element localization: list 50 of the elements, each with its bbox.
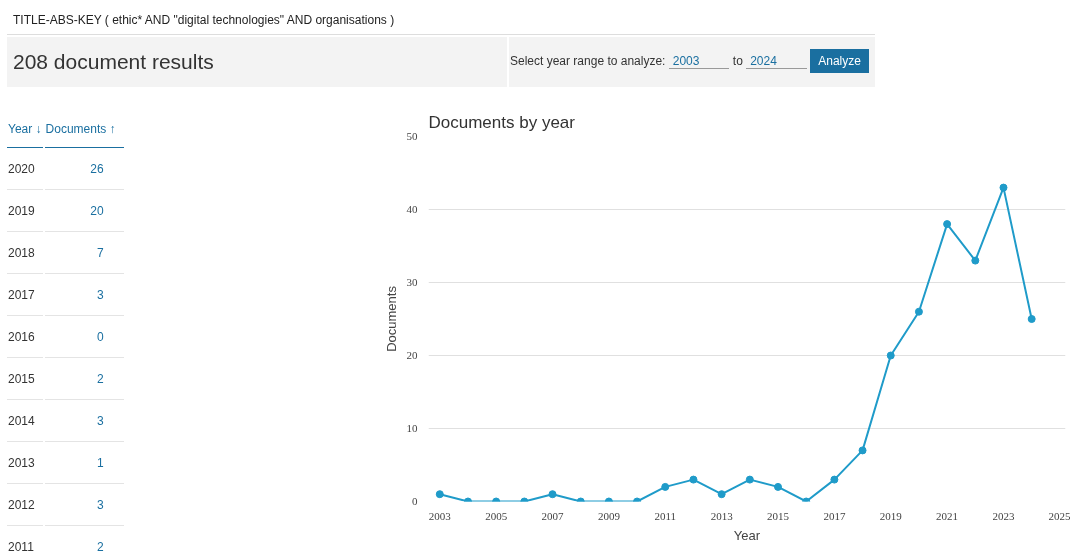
text: 0 xyxy=(44,318,124,358)
text: Documents ↑ xyxy=(44,112,124,148)
text: 2024 xyxy=(746,54,807,70)
x-tick-label: 2019 xyxy=(879,509,903,522)
text: 2003 xyxy=(668,54,730,70)
y-tick-label: 20 xyxy=(406,349,418,361)
x-tick-label: 2021 xyxy=(936,509,959,522)
text: Analyze xyxy=(810,49,869,74)
text: 3 xyxy=(44,402,124,442)
text: 1 xyxy=(44,444,124,484)
y-tick-label: 10 xyxy=(406,422,418,434)
text: 208 document results xyxy=(12,49,215,75)
x-tick-label: 2023 xyxy=(992,509,1015,522)
text: to xyxy=(732,54,743,69)
y-tick-label: 30 xyxy=(406,276,418,288)
x-tick-label: 2007 xyxy=(541,509,565,522)
y-axis-title: Documents xyxy=(383,285,399,352)
text: Select year range to analyze: xyxy=(510,54,666,69)
text: 2018 xyxy=(7,234,43,274)
text: 2 xyxy=(44,528,124,559)
chart-title: Documents by year xyxy=(428,112,576,132)
x-tick-label: 2005 xyxy=(485,509,508,522)
y-tick-label: 50 xyxy=(406,130,418,142)
y-tick-label: 40 xyxy=(406,203,418,215)
x-tick-label: 2009 xyxy=(597,509,621,522)
text: 2016 xyxy=(7,318,43,358)
text: 7 xyxy=(44,234,124,274)
text: 2012 xyxy=(7,486,43,526)
x-tick-label: 2003 xyxy=(428,509,452,522)
text: 2017 xyxy=(7,276,43,316)
text: 2019 xyxy=(7,192,43,232)
x-tick-label: 2015 xyxy=(767,509,790,522)
x-tick-label: 2013 xyxy=(710,509,734,522)
text: 20 xyxy=(44,192,124,232)
text: 2013 xyxy=(7,444,43,484)
text: 2014 xyxy=(7,402,43,442)
text: Year ↓ xyxy=(7,112,43,148)
text: 2 xyxy=(44,360,124,400)
text: 3 xyxy=(44,486,124,526)
text: 2015 xyxy=(7,360,43,400)
text: 26 xyxy=(44,150,124,190)
x-axis-title: Year xyxy=(733,527,761,543)
text: 2020 xyxy=(7,150,43,190)
x-tick-label: 2025 xyxy=(1048,509,1071,522)
text: TITLE-ABS-KEY ( ethic* AND "digital technologies" AND organisations ) xyxy=(7,7,875,35)
y-tick-label: 0 xyxy=(412,495,418,507)
text: 3 xyxy=(44,276,124,316)
text: 2011 xyxy=(7,528,43,559)
x-tick-label: 2017 xyxy=(823,509,846,522)
x-tick-label: 2011 xyxy=(654,509,677,522)
